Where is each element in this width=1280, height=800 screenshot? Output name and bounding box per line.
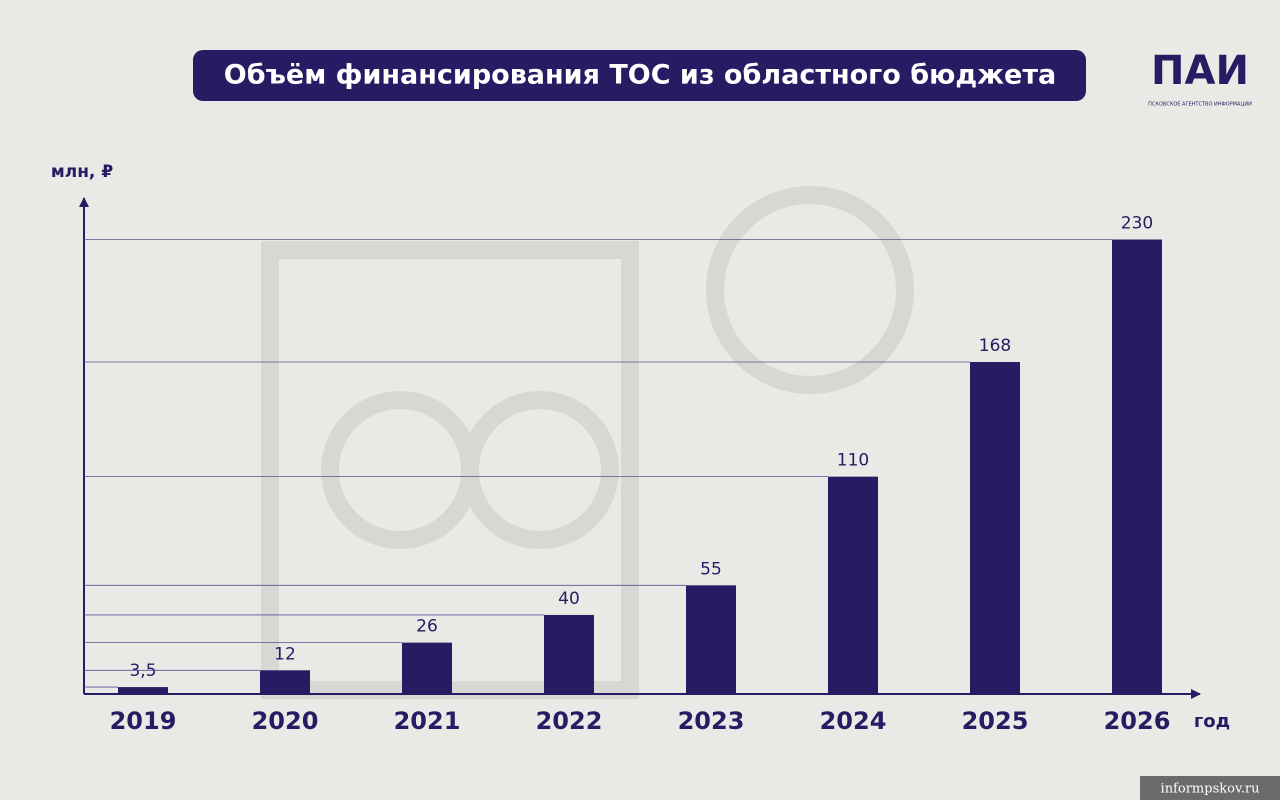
watermark-box <box>1140 776 1280 800</box>
value-label: 55 <box>700 559 722 579</box>
watermark: informpskov.ru <box>1161 782 1260 797</box>
x-tick-label: 2020 <box>252 707 319 735</box>
x-tick-label: 2022 <box>536 707 603 735</box>
value-label: 230 <box>1121 214 1153 234</box>
x-tick-label: 2024 <box>820 707 887 735</box>
x-tick-label: 2021 <box>394 707 461 735</box>
value-label: 26 <box>416 617 438 637</box>
value-label: 168 <box>979 336 1011 356</box>
x-tick-label: 2026 <box>1104 707 1171 735</box>
chart-title: Объём финансирования ТОС из областного б… <box>224 60 1056 91</box>
bar <box>828 476 878 694</box>
bar <box>686 585 736 694</box>
bar <box>402 642 452 694</box>
bar <box>1112 239 1162 694</box>
x-tick-label: 2025 <box>962 707 1029 735</box>
x-axis-label: год <box>1194 711 1230 732</box>
value-label: 12 <box>274 644 296 664</box>
bar <box>544 614 594 694</box>
value-label: 110 <box>837 451 869 471</box>
y-axis-label: млн, ₽ <box>51 162 113 182</box>
logo-name: ПАИ <box>1151 48 1249 94</box>
bar <box>260 670 310 694</box>
logo-subtitle: ПСКОВСКОЕ АГЕНТСТВО ИНФОРМАЦИИ <box>1148 102 1252 108</box>
value-label: 40 <box>558 589 580 609</box>
x-tick-label: 2023 <box>678 707 745 735</box>
title-box <box>193 50 1086 101</box>
bar <box>970 362 1020 694</box>
bar <box>118 687 168 694</box>
value-label: 3,5 <box>129 661 156 681</box>
x-tick-label: 2019 <box>110 707 177 735</box>
